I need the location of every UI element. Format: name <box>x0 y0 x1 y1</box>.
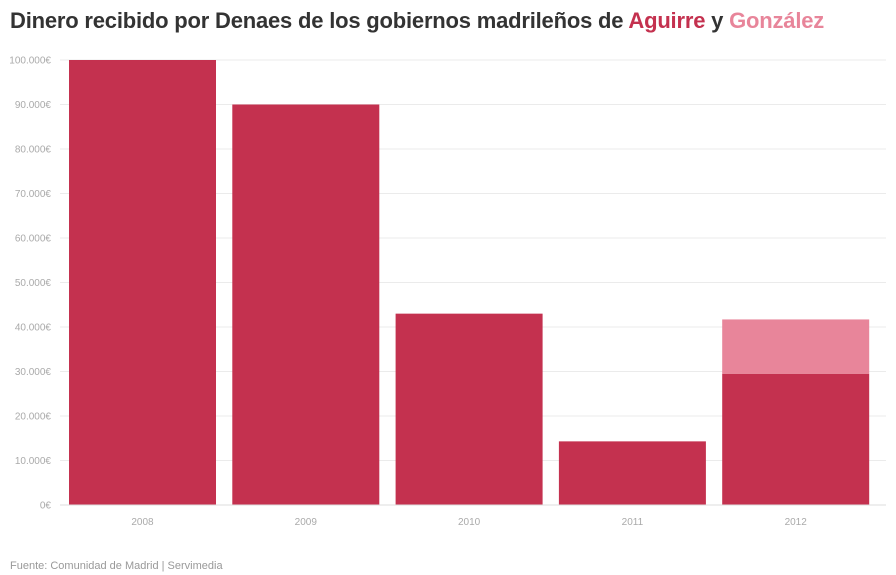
bar-gonzalez-2012 <box>722 319 870 374</box>
x-tick-label: 2008 <box>131 517 154 528</box>
x-tick-label: 2012 <box>785 517 808 528</box>
bar-aguirre-2012 <box>722 373 870 505</box>
y-tick-label: 40.000€ <box>15 323 52 334</box>
y-tick-label: 50.000€ <box>15 278 52 289</box>
y-tick-label: 80.000€ <box>15 145 52 156</box>
y-tick-label: 10.000€ <box>15 456 52 467</box>
chart-title-prefix: Dinero recibido por Denaes de los gobier… <box>10 8 629 33</box>
y-tick-label: 70.000€ <box>15 189 52 200</box>
bar-aguirre-2009 <box>232 104 380 505</box>
y-tick-label: 20.000€ <box>15 412 52 423</box>
source-note: Fuente: Comunidad de Madrid | Servimedia <box>10 560 223 572</box>
x-tick-label: 2009 <box>295 517 318 528</box>
y-tick-label: 100.000€ <box>9 56 51 67</box>
x-tick-label: 2011 <box>622 517 644 528</box>
bar-aguirre-2010 <box>395 313 543 505</box>
y-tick-label: 30.000€ <box>15 367 52 378</box>
chart-title: Dinero recibido por Denaes de los gobier… <box>10 8 824 34</box>
bar-chart: 0€ 10.000€ 20.000€ 30.000€ 40.000€ 50.000€ 60.… <box>9 56 886 528</box>
series-name-aguirre: Aguirre <box>628 8 706 33</box>
chart-title-joiner: y <box>705 8 730 33</box>
y-tick-label: 60.000€ <box>15 234 52 245</box>
bar-aguirre-2008 <box>69 60 216 505</box>
y-tick-label: 90.000€ <box>15 100 52 111</box>
x-tick-label: 2010 <box>458 517 481 528</box>
bar-aguirre-2011 <box>558 441 706 505</box>
series-name-gonzalez: González <box>729 8 825 33</box>
y-tick-label: 0€ <box>40 501 52 512</box>
